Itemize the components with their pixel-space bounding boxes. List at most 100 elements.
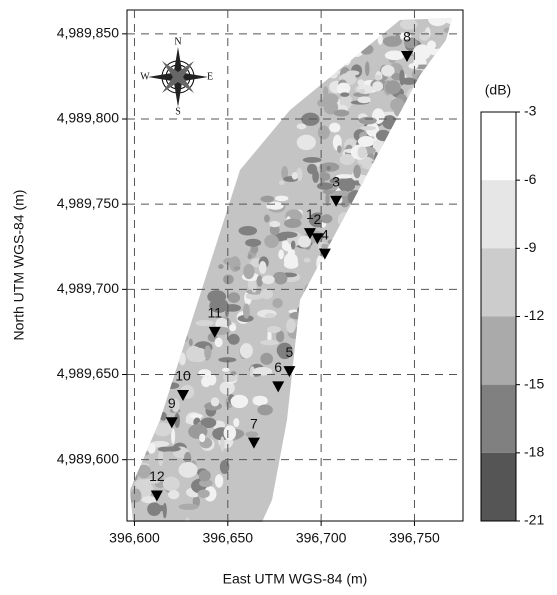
contour-blob bbox=[178, 503, 199, 510]
contour-blob bbox=[159, 411, 167, 421]
contour-blob bbox=[369, 188, 376, 198]
contour-blob bbox=[142, 412, 157, 423]
contour-blob bbox=[227, 292, 241, 304]
contour-blob bbox=[343, 225, 355, 233]
contour-blob bbox=[349, 44, 364, 57]
contour-blob bbox=[137, 430, 148, 436]
x-tick-label: 396,600 bbox=[109, 530, 160, 546]
colorbar-band bbox=[481, 452, 516, 521]
contour-blob bbox=[183, 451, 192, 465]
contour-blob bbox=[278, 180, 285, 185]
contour-blob bbox=[301, 316, 306, 333]
contour-blob bbox=[322, 172, 331, 181]
y-tick-label: 4,989,800 bbox=[57, 110, 119, 126]
contour-blob bbox=[322, 86, 329, 99]
contour-blob bbox=[266, 203, 273, 209]
station-marker bbox=[283, 366, 296, 378]
contour-blob bbox=[130, 470, 138, 483]
contour-blob bbox=[174, 412, 180, 428]
station-marker bbox=[177, 389, 189, 401]
contour-blob bbox=[336, 82, 351, 95]
contour-blob bbox=[304, 304, 312, 315]
contour-blob bbox=[335, 174, 354, 179]
contour-blob bbox=[374, 74, 382, 81]
contour-blob bbox=[283, 218, 302, 228]
contour-blob bbox=[339, 153, 355, 166]
contour-blob bbox=[221, 367, 230, 372]
contour-blob bbox=[242, 303, 250, 319]
contour-blob bbox=[227, 333, 240, 345]
contour-blob bbox=[386, 172, 402, 184]
contour-blob bbox=[321, 243, 329, 249]
contour-blob bbox=[140, 478, 161, 484]
contour-blob bbox=[358, 174, 369, 186]
station-label: 5 bbox=[286, 344, 294, 360]
colorbar-tick-label: -12 bbox=[524, 307, 544, 323]
contour-blob bbox=[178, 352, 186, 366]
station-marker bbox=[272, 381, 285, 393]
station-marker bbox=[247, 437, 260, 449]
contour-blob bbox=[358, 210, 366, 223]
contour-blob bbox=[434, 58, 452, 67]
contour-blob bbox=[422, 85, 442, 99]
contour-blob bbox=[199, 433, 206, 443]
compass-label: S bbox=[175, 106, 181, 117]
contour-blob bbox=[339, 31, 354, 40]
contour-blob bbox=[238, 226, 258, 236]
contour-blob bbox=[233, 418, 240, 428]
contour-blob bbox=[337, 212, 352, 228]
contour-blob bbox=[398, 102, 408, 117]
station-label: 11 bbox=[207, 305, 222, 321]
contour-blob bbox=[145, 408, 159, 415]
contour-blob bbox=[278, 249, 284, 260]
contour-blob bbox=[260, 195, 275, 203]
contour-blob bbox=[278, 231, 298, 239]
contour-blob bbox=[372, 81, 384, 92]
station-marker bbox=[401, 50, 413, 62]
contour-blob bbox=[352, 224, 358, 239]
compass-label: N bbox=[174, 36, 181, 47]
contour-blob bbox=[419, 31, 430, 41]
contour-blob bbox=[329, 177, 341, 184]
contour-blob bbox=[387, 163, 393, 170]
contour-blob bbox=[219, 460, 230, 475]
contour-blob bbox=[375, 129, 391, 142]
contour-blob bbox=[198, 469, 211, 482]
contour-blob bbox=[274, 195, 289, 202]
contour-blob bbox=[189, 413, 203, 419]
colorbar-band bbox=[481, 248, 516, 317]
station-label: 2 bbox=[314, 211, 322, 227]
station-label: 10 bbox=[175, 368, 191, 384]
station-marker bbox=[208, 326, 221, 338]
contour-blob bbox=[141, 411, 159, 424]
contour-blob bbox=[185, 517, 190, 522]
contour-blob bbox=[316, 182, 334, 190]
contour-blob bbox=[328, 70, 338, 79]
contour-blob bbox=[418, 90, 438, 104]
contour-blob bbox=[352, 34, 359, 44]
contour-blob bbox=[214, 337, 223, 348]
contour-blob bbox=[210, 397, 220, 407]
contour-blob bbox=[230, 394, 249, 409]
contour-blob bbox=[260, 339, 279, 346]
contour-blob bbox=[219, 381, 235, 395]
contour-blob bbox=[417, 73, 427, 85]
contour-blob bbox=[365, 29, 379, 41]
colorbar-tick-label: -9 bbox=[524, 239, 537, 255]
contour-blob bbox=[357, 96, 371, 104]
contour-blob bbox=[223, 274, 234, 285]
contour-blob bbox=[283, 259, 299, 269]
contour-blob bbox=[373, 151, 379, 166]
contour-blob bbox=[296, 123, 307, 130]
contour-blob bbox=[391, 18, 403, 19]
station-marker bbox=[165, 417, 178, 429]
contour-blob bbox=[171, 428, 176, 445]
colorbar-tick-label: -3 bbox=[524, 103, 537, 119]
contour-blob bbox=[107, 501, 121, 505]
contour-blob bbox=[357, 135, 375, 147]
contour-blob bbox=[197, 489, 210, 499]
station-label: 9 bbox=[168, 395, 176, 411]
contour-blob bbox=[245, 431, 259, 438]
x-tick-label: 396,750 bbox=[389, 530, 440, 546]
